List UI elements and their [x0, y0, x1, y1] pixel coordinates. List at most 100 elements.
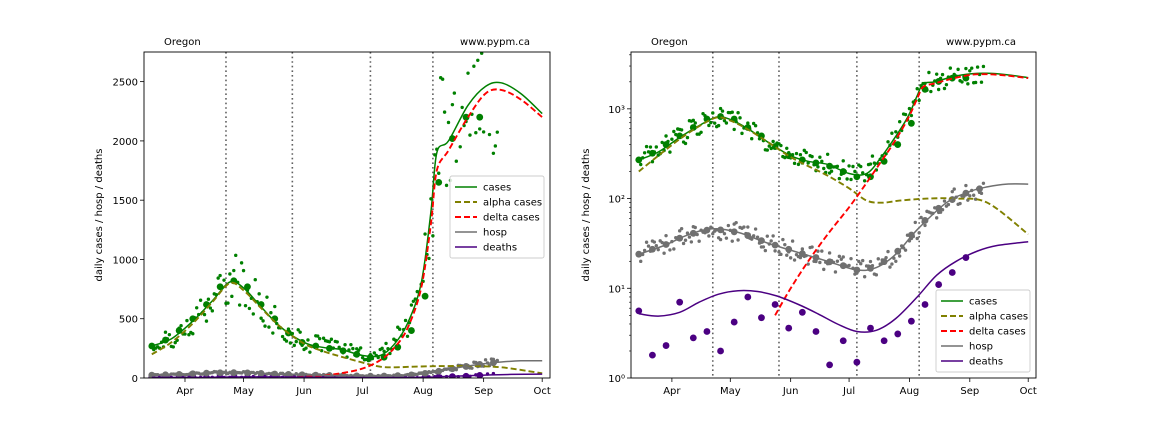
cases-daily-dot: [960, 80, 964, 84]
hosp-daily-dot: [839, 257, 843, 261]
cases-weekly-marker: [907, 119, 915, 127]
hosp-daily-dot: [639, 259, 643, 264]
cases-daily-dot: [707, 123, 711, 128]
hosp-weekly-marker: [880, 258, 888, 266]
hosp-daily-dot: [781, 237, 785, 242]
cases-daily-dot: [185, 318, 189, 323]
cases-daily-dot: [476, 58, 480, 62]
x-tick-label: Sep: [474, 386, 493, 397]
cases-daily-dot: [693, 121, 697, 125]
hosp-daily-dot: [677, 229, 682, 233]
hosp-daily-dot: [742, 225, 746, 229]
hosp-daily-dot: [913, 220, 917, 225]
alpha-cases-series-line: [638, 116, 1029, 236]
cases-daily-dot: [269, 310, 273, 315]
cases-daily-dot: [683, 141, 688, 146]
legend-label: delta cases: [483, 213, 540, 224]
cases-daily-dot: [343, 343, 347, 347]
cases-daily-dot: [358, 346, 363, 350]
plot-area: [148, 6, 543, 378]
cases-daily-dot: [751, 121, 756, 126]
cases-daily-dot: [718, 106, 723, 111]
cases-daily-dot: [317, 336, 322, 341]
hosp-daily-dot: [724, 236, 729, 240]
cases-daily-dot: [261, 319, 265, 323]
cases-daily-dot: [724, 121, 729, 125]
hosp-daily-dot: [849, 256, 853, 261]
x-tick-label: Aug: [413, 386, 433, 397]
hosp-daily-dot: [946, 202, 951, 207]
cases-daily-dot: [845, 177, 849, 181]
hosp-daily-dot: [890, 262, 894, 266]
cases-daily-dot: [163, 330, 168, 334]
cases-daily-dot: [767, 144, 771, 148]
cases-daily-dot: [187, 333, 191, 337]
cases-daily-dot: [446, 120, 451, 125]
cases-daily-dot: [280, 334, 285, 339]
cases-daily-dot: [405, 334, 410, 338]
deaths-series-line: [151, 373, 543, 378]
hosp-daily-dot: [726, 223, 731, 228]
legend: cases alpha cases delta cases hosp deaths: [935, 289, 1031, 373]
deaths-weekly-marker: [839, 337, 847, 345]
cases-daily-dot: [970, 66, 974, 70]
hosp-daily-dot: [898, 254, 902, 258]
cases-daily-dot: [335, 340, 339, 344]
legend-box: [935, 289, 1031, 373]
hosp-daily-dot: [790, 239, 795, 243]
cases-weekly-marker: [421, 292, 429, 300]
hosp-daily-dot: [722, 231, 727, 236]
cases-daily-dot: [792, 161, 797, 166]
hosp-daily-dot: [689, 240, 694, 244]
cases-daily-dot: [849, 177, 853, 182]
cases-daily-dot: [372, 351, 377, 355]
cases-daily-dot: [444, 183, 449, 188]
cases-daily-dot: [835, 164, 840, 169]
hosp-daily-dot: [654, 243, 659, 248]
cases-weekly-marker: [394, 343, 402, 351]
hosp-daily-dot: [800, 247, 805, 251]
hosp-daily-dot: [763, 248, 768, 253]
cases-daily-dot: [853, 169, 857, 174]
cases-daily-dot: [263, 324, 267, 328]
hosp-daily-dot: [833, 270, 838, 274]
hosp-daily-dot: [958, 201, 962, 206]
hosp-daily-dot: [876, 257, 880, 261]
cases-daily-dot: [431, 234, 435, 238]
cases-daily-dot: [642, 151, 647, 155]
cases-daily-dot: [327, 340, 332, 344]
hosp-daily-dot: [903, 248, 908, 252]
hosp-series-line: [151, 359, 543, 377]
cases-daily-dot: [210, 309, 215, 313]
cases-daily-dot: [679, 128, 684, 132]
deaths-weekly-marker: [676, 298, 684, 306]
legend-label: cases: [969, 297, 997, 308]
hosp-daily-dot: [919, 215, 923, 220]
hosp-daily-dot: [750, 237, 754, 241]
hosp-daily-dot: [868, 259, 873, 264]
hosp-daily-dot: [964, 183, 968, 188]
cases-daily-dot: [862, 179, 867, 183]
cases-daily-dot: [907, 106, 912, 111]
cases-daily-dot: [493, 144, 498, 148]
cases-daily-dot: [460, 105, 464, 110]
cases-daily-dot: [454, 159, 459, 163]
cases-daily-dot: [722, 118, 727, 123]
x-tick-label: Apr: [176, 386, 194, 397]
delta-cases-series-line: [288, 88, 543, 378]
hosp-daily-dot: [753, 227, 758, 231]
hosp-daily-dot: [816, 249, 820, 253]
cases-daily-dot: [337, 345, 341, 350]
cases-daily-dot: [490, 6, 493, 9]
hosp-daily-dot: [773, 249, 777, 253]
y-tick-label: 500: [119, 315, 138, 326]
cases-daily-dot: [713, 121, 717, 125]
y-tick-label: 2500: [113, 78, 138, 89]
hosp-daily-dot: [886, 249, 890, 254]
deaths-weekly-marker: [880, 337, 888, 345]
hosp-daily-dot: [862, 275, 867, 279]
cases-daily-dot: [423, 232, 427, 236]
cases-daily-dot: [316, 334, 320, 338]
cases-daily-dot: [450, 102, 455, 107]
cases-daily-dot: [195, 306, 199, 310]
